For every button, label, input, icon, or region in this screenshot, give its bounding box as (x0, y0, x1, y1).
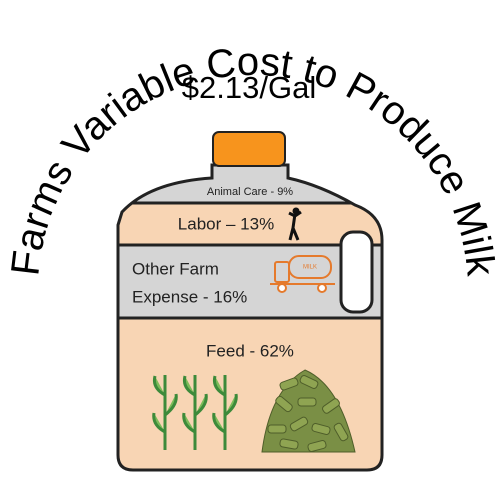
jug-handle (341, 232, 372, 312)
segment-label: Expense - 16% (132, 287, 247, 306)
segment-label: Animal Care - 9% (207, 186, 293, 198)
jug-cap (213, 132, 285, 166)
jug-fill (100, 160, 400, 478)
corn-icons (154, 375, 237, 450)
segment-label: Feed - 62% (206, 341, 294, 360)
infographic: Farms Variable Cost to Produce Milk $2.1… (0, 0, 498, 481)
subtitle: $2.13/Gal (182, 70, 316, 105)
segment-label: Other Farm (132, 259, 219, 278)
segment-label: Labor – 13% (178, 214, 274, 233)
truck-label: MILK (303, 265, 317, 271)
